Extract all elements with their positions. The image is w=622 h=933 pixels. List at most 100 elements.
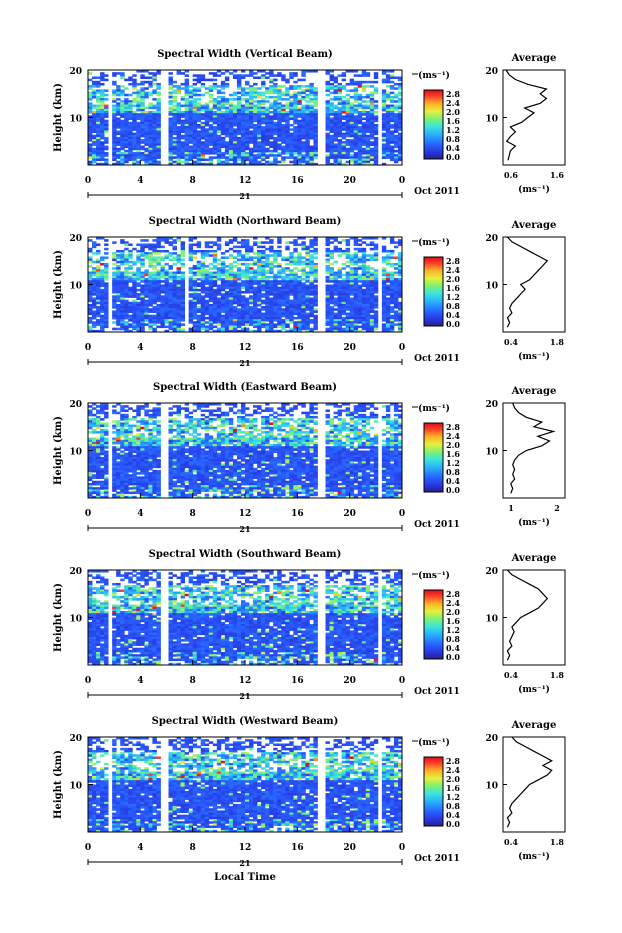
heatmap-cell [92,306,96,309]
heatmap-cell [181,319,185,322]
heatmap-cell [152,302,156,305]
heatmap-cell [269,154,273,157]
heatmap-cell [281,161,285,164]
heatmap-cell [350,293,354,296]
heatmap-cell [160,239,164,242]
heatmap-cell [233,239,237,242]
heatmap-cell [181,72,185,75]
heatmap-cell [237,241,241,244]
heatmap-cell [140,135,144,138]
heatmap-cell [217,239,221,242]
heatmap-cell [96,85,100,88]
heatmap-cell [124,161,128,164]
heatmap-cell [313,280,317,283]
x-tick-label: 16 [291,176,304,186]
heatmap-cell [197,98,201,101]
heatmap-cell [309,321,313,324]
heatmap-cell [390,159,394,162]
heatmap-cell [342,74,346,77]
heatmap-cell [104,239,108,242]
heatmap-cell [173,259,177,262]
heatmap-cell [362,89,366,92]
heatmap-cell [237,259,241,262]
heatmap-cell [225,256,229,259]
heatmap-cell [100,263,104,266]
heatmap-cell [112,159,116,162]
heatmap-cell [301,161,305,164]
heatmap-cell [394,267,398,270]
heatmap-cell [289,293,293,296]
heatmap-cell [358,261,362,264]
heatmap-cell [205,124,209,127]
heatmap-cell [342,128,346,131]
heatmap-cell [390,302,394,305]
heatmap-cell [221,274,225,277]
heatmap-cell [249,302,253,305]
heatmap-cell [362,100,366,103]
heatmap-cell [128,319,132,322]
heatmap-cell [120,76,124,79]
heatmap-cell [181,98,185,101]
heatmap-cell [285,94,289,97]
heatmap-cell [100,259,104,262]
heatmap-cell [261,85,265,88]
heatmap-cell [382,156,386,159]
heatmap-cell [96,92,100,95]
heatmap-cell [92,246,96,249]
heatmap-cell [358,239,362,242]
heatmap-cell [390,256,394,259]
heatmap-cell [309,293,313,296]
heatmap-cell [233,76,237,79]
heatmap-cell [269,241,273,244]
heatmap-cell [136,243,140,246]
heatmap-cell [297,87,301,90]
heatmap-cell [233,261,237,264]
heatmap-cell [160,326,164,329]
heatmap-cell [253,83,257,86]
heatmap-cell [100,83,104,86]
heatmap-cell [144,143,148,146]
heatmap-cell [193,79,197,82]
heatmap-cell [249,263,253,266]
heatmap-cell [257,246,261,249]
heatmap-cell [386,293,390,296]
heatmap-cell [132,105,136,108]
heatmap-cell [209,143,213,146]
heatmap-cell [265,272,269,275]
heatmap-cell [297,94,301,97]
heatmap-cell [104,130,108,133]
heatmap-cell [193,252,197,255]
heatmap-cell [92,293,96,296]
heatmap-cell [241,291,245,294]
heatmap-cell [273,261,277,264]
heatmap-cell [177,122,181,125]
heatmap-cell [112,321,116,324]
heatmap-cell [297,263,301,266]
heatmap-cell [193,94,197,97]
heatmap-cell [201,94,205,97]
heatmap-cell [281,98,285,101]
heatmap-cell [253,100,257,103]
heatmap-cell [177,72,181,75]
heatmap-cell [269,250,273,253]
heatmap-cell [112,263,116,266]
heatmap-cell [225,79,229,82]
heatmap-cell [249,272,253,275]
heatmap-cell [233,246,237,249]
heatmap-cell [297,115,301,118]
heatmap-cell [330,113,334,116]
panel-0: Spectral Width (Vertical Beam)2010Height… [53,49,565,201]
heatmap-cell [189,272,193,275]
heatmap-cell [92,317,96,320]
heatmap-cell [241,76,245,79]
heatmap-cell [104,79,108,82]
heatmap-cell [350,161,354,164]
heatmap-cell [92,107,96,110]
heatmap-cell [394,100,398,103]
heatmap-cell [120,85,124,88]
heatmap-cell [249,126,253,129]
heatmap-cell [390,87,394,90]
heatmap-cell [128,326,132,329]
heatmap-cell [88,265,92,268]
heatmap-cell [221,92,225,95]
